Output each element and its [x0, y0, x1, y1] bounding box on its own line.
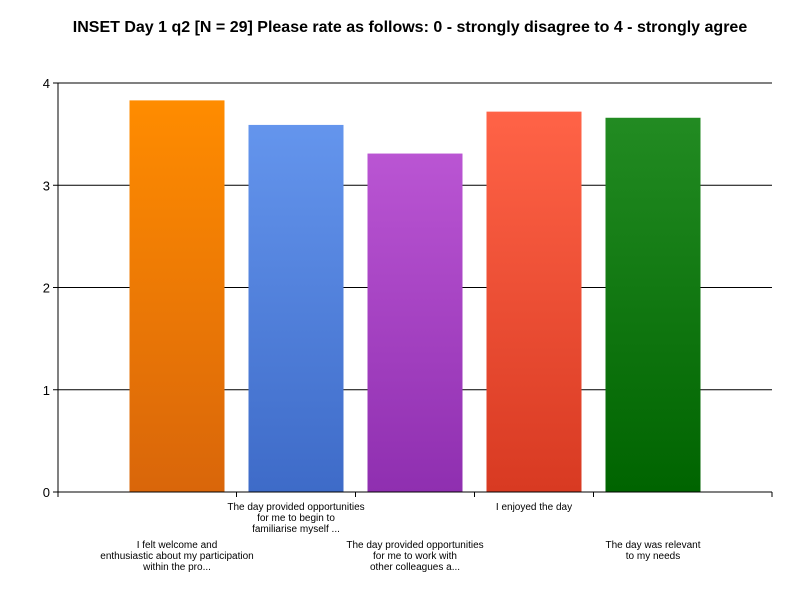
x-tick-label-line: The day provided opportunities — [227, 502, 365, 513]
bars — [129, 100, 701, 493]
bar — [486, 111, 582, 492]
bar — [129, 100, 225, 492]
x-tick-label-line: enthusiastic about my participation — [100, 551, 254, 562]
y-tick-labels: 0 1 2 3 4 — [43, 76, 50, 500]
x-tick-label-line: other colleagues a... — [369, 562, 461, 573]
axes — [53, 82, 773, 497]
x-tick-label-line: I enjoyed the day — [495, 502, 573, 513]
y-tick-label: 4 — [43, 76, 50, 91]
x-tick-label-line: I felt welcome and — [136, 540, 218, 551]
x-tick-label-line: familiarise myself ... — [252, 524, 340, 535]
bar — [248, 124, 344, 493]
x-tick-label: The day was relevant to my needs — [568, 540, 738, 562]
bar — [605, 117, 701, 492]
x-tick-label-line: for me to work with — [373, 551, 457, 562]
chart-title: INSET Day 1 q2 [N = 29] Please rate as f… — [72, 19, 748, 36]
bar — [367, 153, 463, 493]
x-tick-label-line: The day was relevant — [605, 540, 701, 551]
x-tick-label-line: to my needs — [625, 551, 681, 562]
x-tick-label: The day provided opportunities for me to … — [330, 540, 500, 573]
x-tick-label-line: for me to begin to — [257, 513, 335, 524]
x-tick-label-line: within the pro... — [143, 562, 211, 573]
x-tick-label: The day provided opportunities for me to … — [211, 502, 381, 535]
y-tick-label: 3 — [43, 178, 50, 193]
y-tick-label: 0 — [43, 485, 50, 500]
y-tick-label: 2 — [43, 281, 50, 296]
x-tick-label: I enjoyed the day — [449, 502, 619, 513]
x-tick-label: I felt welcome and enthusiastic about my … — [92, 540, 262, 573]
x-tick-label-line: The day provided opportunities — [346, 540, 484, 551]
y-tick-label: 1 — [43, 383, 50, 398]
